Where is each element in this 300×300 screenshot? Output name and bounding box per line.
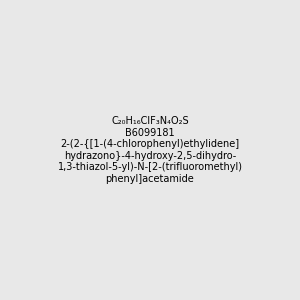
Text: C₂₀H₁₆ClF₃N₄O₂S
B6099181
2-(2-{[1-(4-chlorophenyl)ethylidene]
hydrazono}-4-hydro: C₂₀H₁₆ClF₃N₄O₂S B6099181 2-(2-{[1-(4-chl… [58,116,242,184]
